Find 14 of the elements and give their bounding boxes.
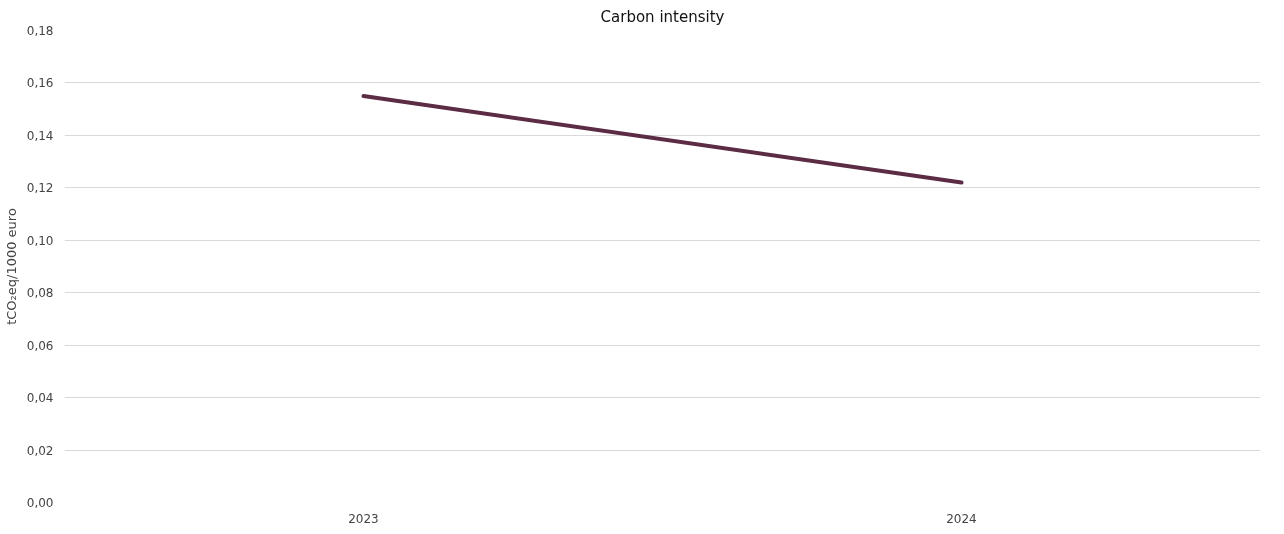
y-tick-label: 0,02: [26, 443, 54, 458]
x-tick-label: 2023: [348, 511, 379, 526]
chart-title: Carbon intensity: [600, 7, 725, 26]
y-tick-label: 0,04: [26, 391, 54, 406]
y-tick-label: 0,10: [26, 233, 54, 248]
y-tick-label: 0,06: [26, 338, 54, 353]
y-tick-label: 0,16: [26, 76, 54, 91]
y-axis-title: tCO₂eq/1000 euro: [3, 208, 19, 325]
y-tick-label: 0,14: [26, 128, 54, 143]
y-tick-label: 0,18: [26, 24, 54, 38]
y-tick-label: 0,12: [26, 181, 54, 196]
y-tick-label: 0,08: [26, 286, 54, 301]
y-tick-label: 0,00: [26, 496, 54, 510]
x-tick-label: 2024: [946, 511, 977, 526]
